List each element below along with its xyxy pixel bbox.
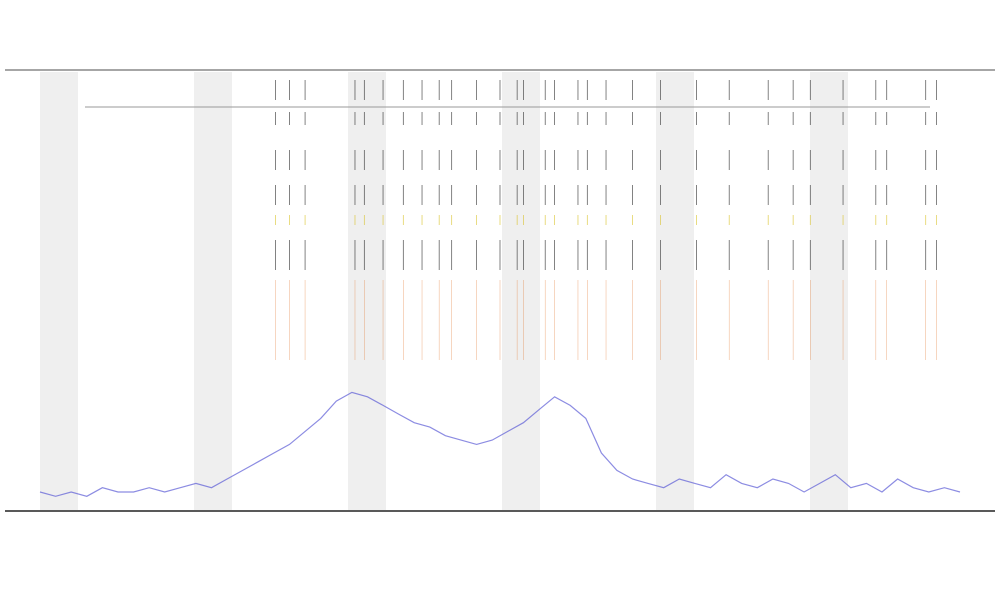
series-line bbox=[39, 391, 961, 497]
band bbox=[502, 72, 540, 510]
band bbox=[194, 72, 232, 510]
band bbox=[656, 72, 694, 510]
band bbox=[40, 72, 78, 510]
band bbox=[810, 72, 848, 510]
band bbox=[348, 72, 386, 510]
background-bands bbox=[40, 72, 848, 510]
